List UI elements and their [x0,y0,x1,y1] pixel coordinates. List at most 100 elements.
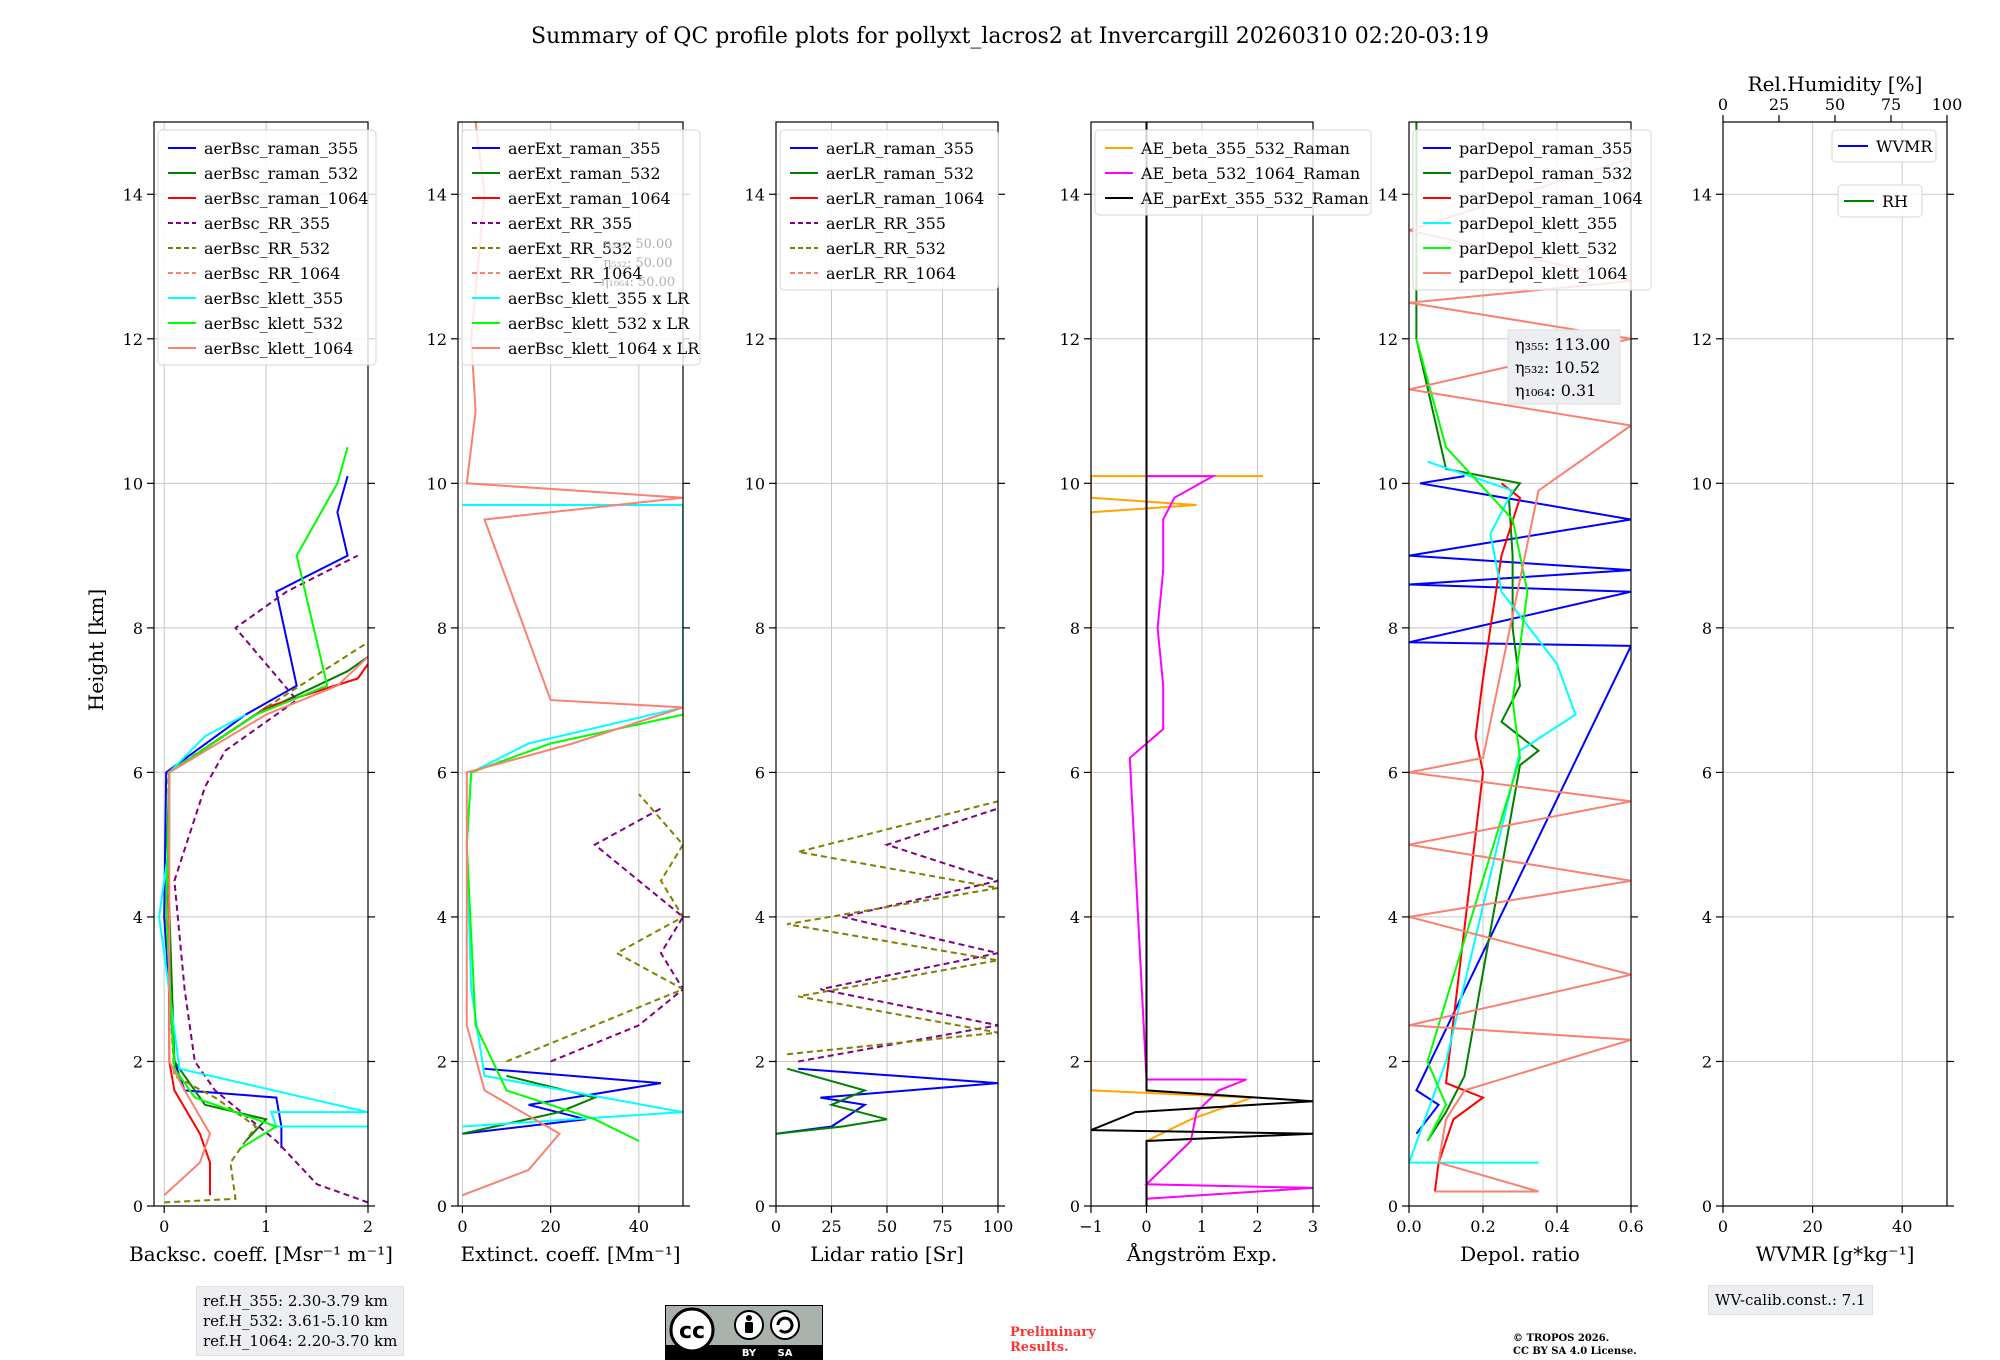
series-line-aerLR_raman_532 [776,1067,888,1135]
y-tick-label: 2 [755,1052,765,1071]
y-tick-label: 12 [1378,330,1398,349]
legend-entry: parDepol_raman_532 [1459,164,1632,183]
y-tick-label: 10 [123,474,143,493]
legend-entry: parDepol_raman_355 [1459,139,1632,158]
ref-height-box: ref.H_355: 2.30-3.79 km ref.H_532: 3.61-… [196,1286,405,1356]
y-tick-label: 12 [1692,330,1712,349]
y-tick-label: 10 [427,474,447,493]
preliminary-line-2: Results. [1010,1340,1069,1355]
x-tick-label: 2 [1252,1217,1262,1236]
x-tick-label: 20 [1802,1217,1822,1236]
y-tick-label: 8 [1702,619,1712,638]
x-tick-label: 75 [932,1217,952,1236]
legend-entry: aerExt_RR_1064 [508,264,643,283]
series-line-aerBsc_klett_532 x LR [465,713,683,1142]
legend-entry: aerLR_RR_355 [826,214,946,233]
y-tick-label: 8 [437,619,447,638]
legend-box [1831,129,1937,163]
legend-box [1094,129,1372,216]
copyright-line-1: © TROPOS 2026. [1513,1333,1609,1344]
series-line-aerBsc_raman_355 [163,475,349,1149]
y-tick-label: 4 [437,908,447,927]
wv-calib-box: WV-calib.const.: 7.1 [1708,1285,1873,1315]
series-line-parDepol_raman_1064 [1433,482,1522,1192]
legend: aerExt_raman_355 aerExt_raman_532 aerExt_r… [461,129,701,366]
y-tick-label: 0 [437,1197,447,1216]
y-tick-label: 0 [1070,1197,1080,1216]
annotation-text: η₁₀₆₄: 50.00 [601,275,675,290]
y-tick-label: 0 [1702,1197,1712,1216]
legend-entry: parDepol_klett_532 [1459,239,1617,258]
x-tick-label: 40 [629,1217,649,1236]
y-tick-label: 10 [1060,474,1080,493]
panel-5: 0.0 0.2 0.4 0.6 0 2 4 6 8 10 12 14 Depol. ratio parDe… [1378,121,1652,1266]
legend-entry: aerBsc_RR_532 [204,239,330,258]
y-tick-label: 4 [1070,908,1080,927]
top-x-tick-label: 25 [1769,95,1789,114]
y-tick-label: 14 [1060,185,1080,204]
y-tick-label: 2 [437,1052,447,1071]
x-tick-label: 0.2 [1470,1217,1495,1236]
x-tick-label: 0 [1718,1217,1728,1236]
series-line-aerBsc_klett_355 [158,713,368,1128]
legend-box [1412,129,1652,291]
ref-height-532: ref.H_532: 3.61-5.10 km [203,1312,388,1330]
x-tick-label: 25 [821,1217,841,1236]
y-tick-label: 12 [745,330,765,349]
legend: AE_beta_355_532_Raman AE_beta_532_1064_Ra… [1094,129,1372,216]
legend-entry: aerBsc_klett_1064 [204,339,353,358]
series-line-AE_parExt_355_532_Raman [1091,122,1313,1206]
y-tick-label: 10 [1378,474,1398,493]
y-tick-label: 14 [1692,185,1712,204]
y-tick-label: 10 [745,474,765,493]
x-tick-label: 0 [771,1217,781,1236]
y-tick-label: 0 [1388,1197,1398,1216]
y-tick-label: 8 [133,619,143,638]
wv-calib-text: WV-calib.const.: 7.1 [1715,1291,1866,1309]
legend-entry: aerExt_raman_355 [508,139,661,158]
x-axis-label: Backsc. coeff. [Msr⁻¹ m⁻¹] [129,1242,393,1266]
series-line-aerLR_RR_355 [798,807,998,1063]
legend-entry: aerLR_RR_532 [826,239,946,258]
series-line-aerLR_RR_532 [786,800,998,1056]
series-line-aerBsc_raman_532 [166,655,368,1142]
y-tick-label: 8 [755,619,765,638]
legend-entry: aerExt_raman_1064 [508,189,671,208]
legend-entry: RH [1882,192,1908,211]
legend-entry: aerBsc_RR_1064 [204,264,340,283]
legend-entry: aerBsc_klett_355 x LR [508,289,690,308]
top-x-tick-label: 100 [1932,95,1963,114]
x-tick-label: 0.0 [1396,1217,1421,1236]
preliminary-line-1: Preliminary [1010,1325,1096,1340]
y-tick-label: 12 [123,330,143,349]
series-line-parDepol_klett_532 [1415,338,1529,1142]
x-tick-label: 0.4 [1544,1217,1569,1236]
x-tick-label: 40 [1892,1217,1912,1236]
series-line-AE_beta_355_532_Raman [1091,475,1263,1142]
y-tick-label: 14 [745,185,765,204]
series-group [1091,122,1313,1206]
cc-license-badge: cc BY SA [665,1305,823,1360]
series-line-parDepol_raman_355 [1409,475,1631,1135]
legend-entry: aerBsc_raman_355 [204,139,358,158]
y-tick-label: 6 [755,763,765,782]
x-tick-label: 2 [363,1217,373,1236]
legend: parDepol_raman_355 parDepol_raman_532 parD… [1412,129,1652,291]
plot-frame [153,121,369,1207]
annotation-text: η₅₃₂: 50.00 [603,256,672,271]
legend: aerLR_raman_355 aerLR_raman_532 aerLR_rama… [779,129,999,291]
x-tick-label: 1 [261,1217,271,1236]
y-tick-label: 4 [755,908,765,927]
ref-height-1064: ref.H_1064: 2.20-3.70 km [203,1332,398,1350]
y-tick-label: 12 [1060,330,1080,349]
top-axis-label: Rel.Humidity [%] [1748,72,1923,96]
top-x-tick-label: 75 [1881,95,1901,114]
legend-entry: aerBsc_klett_532 x LR [508,314,690,333]
legend-box [157,129,377,366]
x-tick-label: 20 [540,1217,560,1236]
x-tick-label: 0.6 [1618,1217,1643,1236]
legend-box [779,129,999,291]
legend-entry: aerBsc_RR_355 [204,214,330,233]
